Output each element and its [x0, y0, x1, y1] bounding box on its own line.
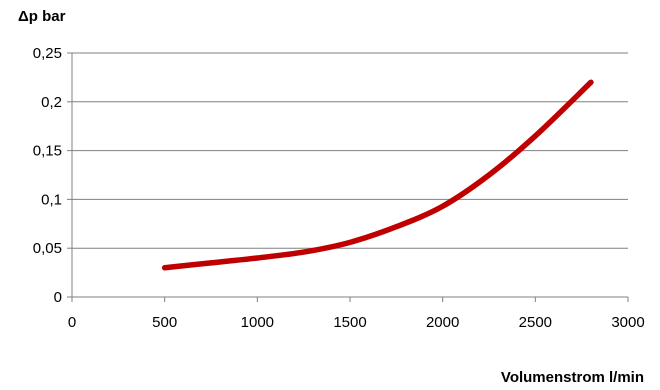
x-tick-label-1: 500	[152, 314, 177, 331]
y-tick-label-5: 0,25	[33, 45, 62, 62]
x-axis-title: Volumenstrom l/min	[500, 369, 644, 386]
x-tick-label-2: 1000	[241, 314, 274, 331]
y-tick-label-1: 0,05	[33, 240, 62, 257]
x-tick-label-4: 2000	[426, 314, 459, 331]
x-tick-label-5: 2500	[519, 314, 552, 331]
y-tick-label-4: 0,2	[41, 94, 62, 111]
x-tick-label-3: 1500	[333, 314, 366, 331]
series-line-0	[161, 79, 594, 271]
x-tick-label-0: 0	[68, 314, 76, 331]
y-tick-label-3: 0,15	[33, 143, 62, 160]
y-axis-title: Δp bar	[18, 8, 66, 25]
y-tick-label-2: 0,1	[41, 191, 62, 208]
x-tick-label-6: 3000	[611, 314, 644, 331]
y-tick-label-0: 0	[54, 289, 62, 306]
